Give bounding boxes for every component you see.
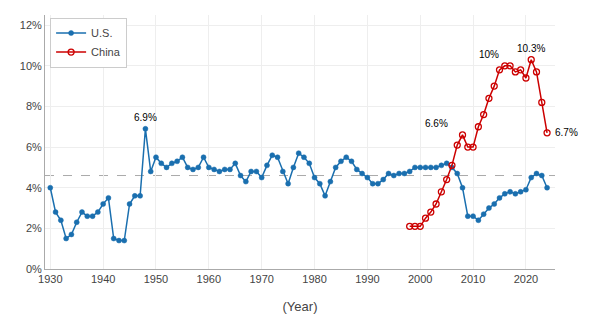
svg-text:2010: 2010 — [461, 273, 485, 285]
svg-text:8%: 8% — [26, 100, 42, 112]
svg-text:10%: 10% — [20, 60, 42, 72]
svg-text:6.9%: 6.9% — [134, 112, 157, 123]
svg-text:U.S.: U.S. — [91, 27, 112, 39]
svg-text:China: China — [91, 46, 121, 58]
svg-text:1980: 1980 — [302, 273, 326, 285]
svg-text:(Year): (Year) — [283, 299, 318, 314]
svg-text:1950: 1950 — [144, 273, 168, 285]
svg-text:10%: 10% — [479, 49, 499, 60]
svg-text:6%: 6% — [26, 141, 42, 153]
svg-text:1960: 1960 — [197, 273, 221, 285]
svg-text:4%: 4% — [26, 182, 42, 194]
svg-text:6.7%: 6.7% — [555, 127, 578, 138]
svg-text:6.6%: 6.6% — [425, 118, 448, 129]
svg-text:0%: 0% — [26, 263, 42, 275]
svg-text:2%: 2% — [26, 222, 42, 234]
svg-text:1930: 1930 — [38, 273, 62, 285]
svg-text:1970: 1970 — [249, 273, 273, 285]
svg-text:1990: 1990 — [355, 273, 379, 285]
svg-text:1940: 1940 — [91, 273, 115, 285]
svg-text:2020: 2020 — [514, 273, 538, 285]
svg-text:12%: 12% — [20, 19, 42, 31]
svg-text:2000: 2000 — [408, 273, 432, 285]
svg-text:10.3%: 10.3% — [517, 43, 545, 54]
